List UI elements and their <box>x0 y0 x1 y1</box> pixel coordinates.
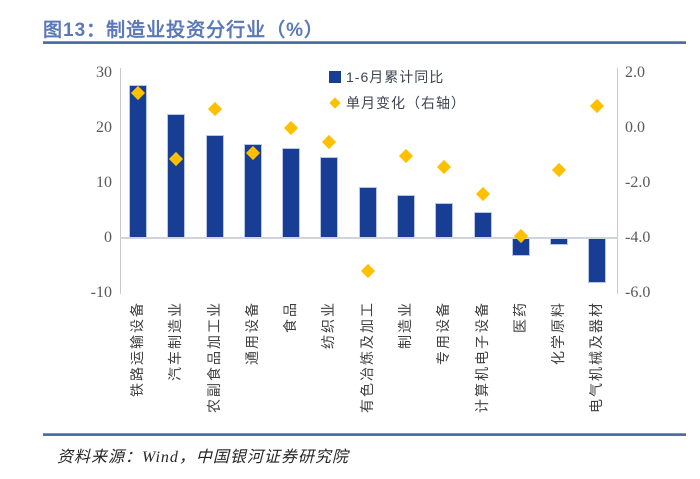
figure-title: 图13：制造业投资分行业（%） <box>43 20 325 41</box>
category-label-1: 汽车制造业 <box>167 301 184 381</box>
bar-6 <box>358 186 377 238</box>
diamond-marker-5 <box>322 134 337 150</box>
category-label-7: 制造业 <box>396 301 413 349</box>
left-axis-tick-label: 30 <box>96 64 112 81</box>
legend-label-diamond-series: 单月变化（右轴） <box>346 95 466 111</box>
category-label-11: 化学原料 <box>550 301 567 365</box>
bar-9 <box>473 212 492 238</box>
diamond-marker-6 <box>360 264 375 279</box>
footer-divider-line <box>43 433 686 436</box>
left-axis-line <box>120 68 121 294</box>
bar-series-swatch-icon <box>329 71 341 83</box>
diamond-marker-11 <box>552 162 567 177</box>
right-axis-line <box>617 68 618 294</box>
diamond-marker-4 <box>284 121 299 136</box>
category-label-4: 食品 <box>282 301 299 333</box>
zero-gridline <box>120 237 618 239</box>
category-label-2: 农副食品加工业 <box>205 301 222 413</box>
bar-12 <box>588 238 607 283</box>
left-axis-tick-label: 20 <box>96 119 112 136</box>
left-axis-tick-label: 10 <box>96 174 112 191</box>
right-axis-tick-label: -6.0 <box>625 284 651 302</box>
bar-11 <box>550 238 569 246</box>
diamond-marker-9 <box>475 187 490 202</box>
bar-2 <box>205 135 224 238</box>
category-label-9: 计算机电子设备 <box>473 301 490 413</box>
bar-0 <box>129 84 147 238</box>
left-axis-tick-label: -10 <box>90 284 112 301</box>
figure-source: 资料来源：Wind，中国银河证券研究院 <box>57 449 349 466</box>
left-axis-tick-label: 0 <box>104 229 112 246</box>
category-label-3: 通用设备 <box>243 301 260 365</box>
bar-1 <box>167 113 186 238</box>
title-divider-line <box>43 41 686 44</box>
category-label-6: 有色冶炼及加工 <box>358 301 375 413</box>
bar-4 <box>282 148 301 238</box>
diamond-marker-2 <box>207 101 222 117</box>
category-label-10: 医药 <box>511 301 528 333</box>
bar-7 <box>396 195 415 238</box>
category-label-12: 电气机械及器材 <box>588 301 605 413</box>
bar-5 <box>320 156 339 238</box>
category-label-8: 专用设备 <box>435 301 452 365</box>
bar-8 <box>435 202 454 238</box>
right-axis-tick-label: -4.0 <box>625 229 651 247</box>
diamond-marker-8 <box>437 159 452 174</box>
right-axis-tick-label: 0.0 <box>625 119 645 137</box>
diamond-series-swatch-icon <box>329 97 341 109</box>
legend-label-bar-series: 1-6月累计同比 <box>346 69 445 85</box>
legend-item-diamond-series: 单月变化（右轴） <box>329 90 466 116</box>
right-axis-tick-label: 2.0 <box>625 64 645 82</box>
chart-legend: 1-6月累计同比 单月变化（右轴） <box>329 64 466 116</box>
diamond-marker-12 <box>590 99 605 114</box>
category-label-5: 纺织业 <box>320 301 337 349</box>
category-label-0: 铁路运输设备 <box>129 301 145 397</box>
diamond-marker-7 <box>398 148 414 163</box>
legend-item-bar-series: 1-6月累计同比 <box>329 64 466 90</box>
right-axis-tick-label: -2.0 <box>625 174 651 192</box>
